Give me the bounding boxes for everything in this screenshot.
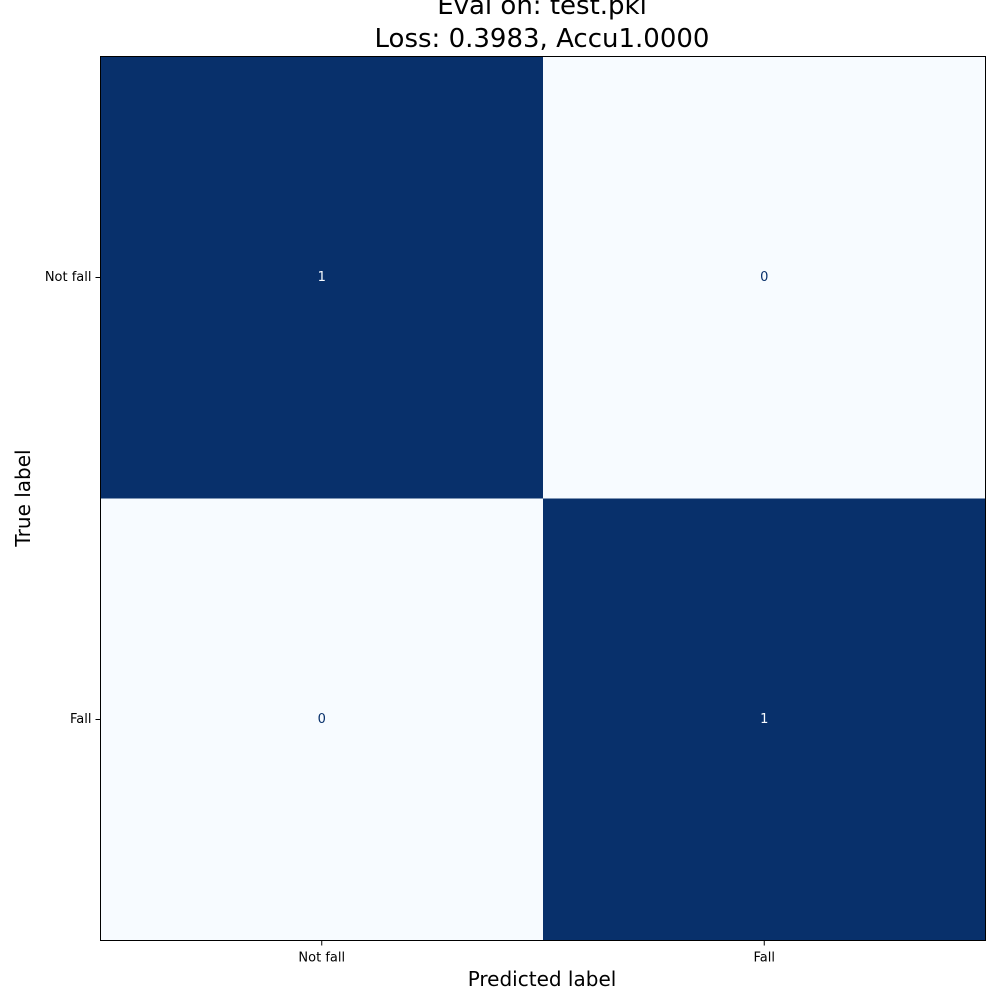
- y-axis-label: True label: [11, 449, 35, 547]
- y-tick-label: Not fall: [45, 270, 92, 285]
- chart-title-line-2: Loss: 0.3983, Accu1.0000: [375, 24, 710, 54]
- heatmap-cell-r1-c1: [543, 498, 986, 941]
- cell-value-label-r0-c0: 1: [318, 270, 326, 285]
- cell-value-label-r1-c0: 0: [318, 712, 326, 727]
- cell-value-label-r0-c1: 0: [760, 270, 768, 285]
- y-tick-label: Fall: [70, 712, 91, 727]
- heatmap-cell-labels: 1 0 0 1: [318, 270, 769, 727]
- plot-frame: [100, 56, 986, 941]
- chart-title-line-1: Eval on: test.pkl: [437, 0, 647, 21]
- axis-ticks: Not fall Fall Not fall Fall: [45, 270, 775, 966]
- heatmap-cells: [100, 56, 986, 941]
- heatmap-cell-r0-c0: [100, 56, 543, 499]
- heatmap-cell-r1-c0: [100, 498, 543, 941]
- x-axis-label: Predicted label: [468, 967, 617, 991]
- cell-value-label-r1-c1: 1: [760, 712, 768, 727]
- x-tick-label: Fall: [754, 951, 775, 966]
- heatmap-cell-r0-c1: [543, 56, 986, 499]
- x-tick-label: Not fall: [298, 951, 345, 966]
